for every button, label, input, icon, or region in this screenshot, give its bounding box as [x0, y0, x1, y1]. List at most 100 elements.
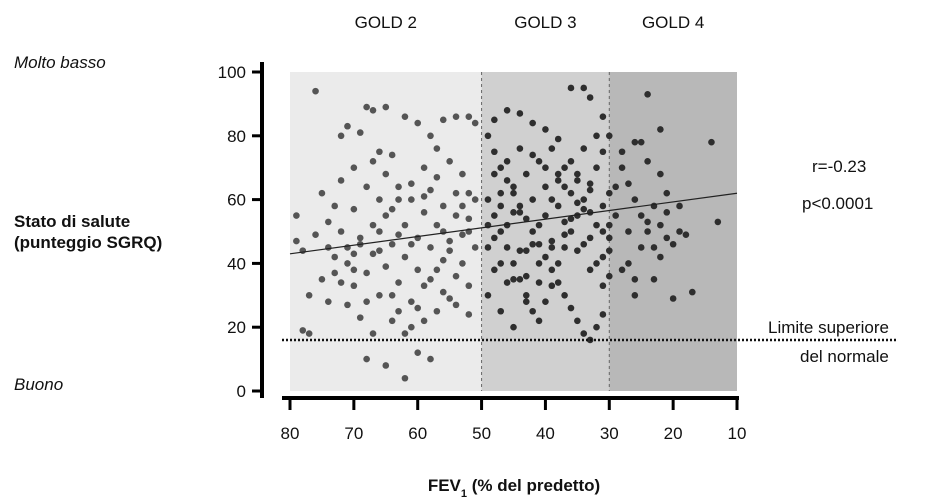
- data-point: [497, 164, 505, 171]
- data-point: [325, 218, 332, 226]
- data-point: [299, 327, 307, 334]
- data-point: [497, 228, 505, 235]
- data-point: [312, 87, 319, 95]
- data-point: [574, 247, 581, 254]
- data-point: [567, 84, 575, 92]
- data-point: [522, 272, 530, 280]
- data-point: [388, 292, 396, 299]
- data-point: [337, 177, 345, 184]
- data-point: [452, 301, 460, 309]
- data-point: [401, 221, 409, 229]
- data-point: [312, 231, 319, 238]
- data-point: [535, 221, 543, 229]
- data-point: [510, 276, 517, 283]
- data-point: [414, 234, 422, 242]
- data-point: [574, 212, 581, 219]
- region-gold-2: [290, 72, 482, 391]
- data-point: [510, 189, 517, 197]
- data-point: [542, 212, 549, 219]
- data-point: [574, 170, 581, 178]
- data-point: [637, 138, 645, 146]
- data-point: [439, 288, 447, 296]
- data-point: [376, 247, 383, 254]
- data-point: [427, 355, 434, 363]
- data-point: [631, 138, 639, 146]
- data-point: [580, 145, 588, 152]
- chart-lines: [282, 192, 896, 342]
- data-point: [433, 145, 441, 152]
- y-tick-label: 40: [227, 254, 246, 273]
- chart-texts: GOLD 2 GOLD 3 GOLD 4 0 20 40 60 80 100 80 70 60 50 40…: [14, 13, 889, 500]
- data-point: [337, 228, 345, 235]
- data-point: [503, 244, 511, 251]
- data-point: [529, 240, 536, 248]
- data-point: [593, 132, 600, 140]
- data-point: [408, 196, 415, 203]
- data-point: [580, 240, 588, 248]
- data-point: [605, 221, 613, 229]
- data-point: [356, 234, 364, 242]
- data-point: [344, 122, 351, 130]
- data-point: [561, 183, 568, 191]
- data-point: [618, 164, 626, 171]
- data-point: [554, 135, 562, 143]
- y-axis-label-line2: (punteggio SGRQ): [14, 233, 162, 252]
- data-point: [439, 116, 447, 124]
- data-point: [395, 279, 402, 286]
- data-point: [439, 202, 447, 210]
- data-point: [401, 374, 409, 382]
- data-point: [542, 126, 549, 133]
- data-point: [522, 215, 530, 223]
- data-point: [465, 215, 473, 223]
- y-top-label: Molto basso: [14, 53, 106, 72]
- data-point: [612, 183, 619, 191]
- data-point: [331, 253, 339, 261]
- data-point: [529, 119, 536, 127]
- data-point: [548, 266, 556, 274]
- data-point: [491, 116, 498, 124]
- data-point: [408, 298, 415, 305]
- data-point: [593, 323, 600, 331]
- data-point: [561, 218, 568, 226]
- data-point: [529, 196, 536, 203]
- x-tick-label: 50: [472, 424, 491, 443]
- data-point: [471, 244, 479, 251]
- data-point: [388, 205, 396, 213]
- data-point: [382, 212, 390, 219]
- data-point: [503, 177, 511, 184]
- data-point: [650, 276, 658, 283]
- data-point: [401, 113, 409, 120]
- data-point: [657, 253, 664, 261]
- data-point: [567, 215, 575, 223]
- data-point: [516, 276, 524, 283]
- y-tick-label: 100: [218, 63, 246, 82]
- data-point: [522, 298, 530, 305]
- y-tick-label: 60: [227, 191, 246, 210]
- data-point: [548, 244, 556, 251]
- data-point: [471, 196, 479, 203]
- data-point: [376, 148, 383, 156]
- data-point: [497, 189, 505, 197]
- data-point: [574, 177, 581, 184]
- stat-r: r=-0.23: [812, 157, 866, 176]
- data-point: [446, 237, 453, 245]
- data-point: [395, 307, 402, 315]
- data-point: [395, 183, 402, 191]
- data-point: [350, 205, 358, 213]
- data-point: [433, 266, 441, 274]
- data-point: [344, 260, 351, 267]
- data-point: [586, 209, 594, 216]
- data-point: [669, 240, 677, 248]
- data-point: [516, 110, 524, 117]
- data-point: [350, 282, 358, 290]
- y-bottom-label: Buono: [14, 375, 63, 394]
- data-point: [452, 272, 460, 280]
- data-point: [382, 170, 390, 178]
- data-point: [567, 189, 575, 197]
- data-point: [522, 170, 530, 178]
- data-point: [599, 282, 607, 290]
- data-point: [535, 317, 543, 325]
- data-point: [408, 240, 415, 248]
- data-point: [363, 103, 370, 111]
- region-label-3: GOLD 3: [514, 13, 576, 32]
